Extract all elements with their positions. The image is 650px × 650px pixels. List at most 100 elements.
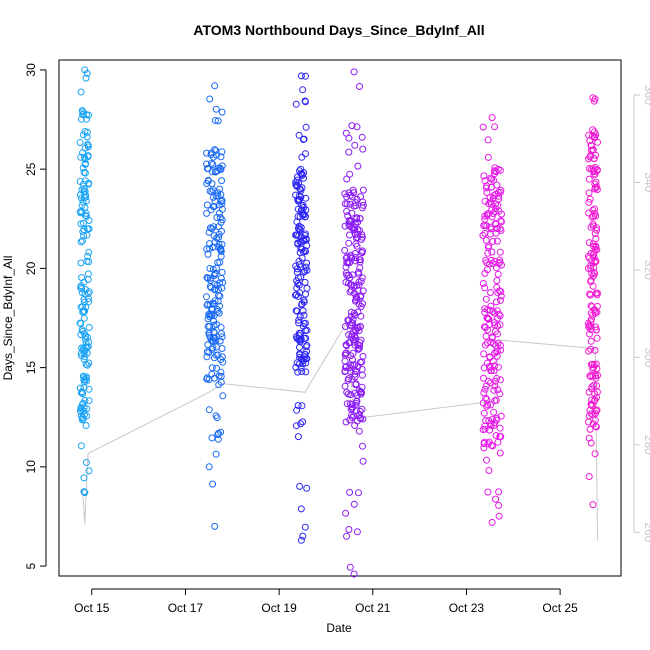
data-point — [80, 295, 88, 303]
data-point — [359, 352, 367, 360]
data-point — [212, 105, 220, 113]
data-point — [212, 167, 220, 175]
data-point — [497, 433, 505, 441]
data-point — [298, 171, 306, 179]
data-point — [297, 72, 305, 80]
data-point — [301, 97, 309, 105]
data-point — [585, 131, 593, 139]
data-point — [211, 522, 219, 530]
data-point — [482, 256, 490, 264]
data-point — [492, 205, 500, 212]
data-point — [204, 341, 212, 349]
data-point — [494, 330, 501, 338]
data-point — [297, 273, 305, 281]
data-point — [497, 186, 505, 194]
data-point — [497, 217, 505, 225]
data-point — [346, 400, 354, 408]
data-point — [210, 321, 218, 329]
data-point — [76, 178, 84, 185]
data-point — [589, 365, 597, 373]
data-point — [79, 327, 87, 335]
data-point — [76, 191, 84, 199]
y-axis-label: Days_Since_BdyInf_All — [1, 256, 15, 381]
data-point — [302, 194, 310, 202]
data-point — [342, 349, 350, 357]
data-point — [209, 265, 217, 273]
data-point — [359, 204, 366, 212]
data-point — [342, 418, 350, 426]
data-point — [211, 168, 219, 176]
data-point — [303, 284, 311, 292]
data-point — [487, 367, 495, 375]
data-point — [292, 191, 300, 199]
data-point — [349, 356, 356, 363]
data-point — [584, 319, 592, 327]
data-point — [495, 189, 502, 196]
data-point — [84, 276, 92, 283]
plot-area — [58, 59, 622, 577]
data-point — [83, 69, 91, 77]
data-point — [214, 117, 222, 125]
data-point — [292, 178, 300, 186]
data-point — [484, 401, 492, 409]
data-point — [352, 199, 360, 207]
data-point — [497, 412, 505, 420]
data-point — [82, 360, 90, 368]
data-point — [488, 518, 496, 526]
data-point — [213, 281, 221, 289]
data-point — [348, 193, 356, 201]
data-point — [496, 376, 504, 384]
data-point — [82, 459, 90, 466]
data-point — [82, 373, 90, 381]
data-point — [584, 265, 592, 272]
data-point — [492, 495, 500, 503]
data-point — [356, 215, 364, 222]
y-tick-label: 30 — [24, 63, 38, 77]
y2-tick-label: 320 — [642, 260, 650, 280]
data-point — [491, 164, 499, 172]
data-point — [351, 141, 359, 149]
data-point — [294, 368, 302, 376]
data-point — [211, 285, 219, 293]
data-point — [213, 234, 221, 242]
data-point — [350, 223, 358, 231]
data-point — [496, 449, 504, 457]
data-point — [593, 291, 601, 299]
data-point — [211, 238, 219, 246]
data-point — [295, 179, 303, 187]
data-point — [295, 131, 303, 139]
data-point — [80, 404, 88, 412]
data-point — [483, 456, 490, 464]
y-tick-label: 25 — [24, 162, 38, 176]
data-point — [350, 570, 358, 578]
data-point — [297, 505, 305, 513]
data-point — [346, 231, 353, 239]
data-point — [208, 434, 216, 442]
chart-title: ATOM3 Northbound Days_Since_BdyInf_All — [193, 22, 484, 38]
data-point — [293, 307, 301, 315]
data-point — [342, 341, 350, 349]
data-point — [484, 153, 492, 161]
data-point — [587, 345, 595, 353]
y-tick-label: 5 — [24, 562, 38, 569]
x-tick-label: Oct 15 — [74, 601, 110, 615]
data-point — [587, 278, 595, 286]
data-point — [208, 159, 215, 167]
data-point — [486, 230, 494, 238]
data-point — [480, 440, 488, 447]
data-point — [80, 232, 87, 239]
data-point — [488, 114, 496, 122]
data-point — [488, 248, 496, 256]
data-point — [204, 315, 212, 323]
data-point — [591, 205, 599, 213]
data-point — [83, 115, 91, 123]
data-point — [593, 186, 601, 193]
data-point — [493, 264, 500, 272]
data-point — [481, 341, 489, 349]
data-point — [209, 480, 217, 488]
data-point — [587, 439, 595, 447]
data-point — [587, 223, 595, 231]
data-point — [82, 197, 90, 205]
data-point — [351, 421, 359, 429]
data-point — [299, 236, 307, 244]
